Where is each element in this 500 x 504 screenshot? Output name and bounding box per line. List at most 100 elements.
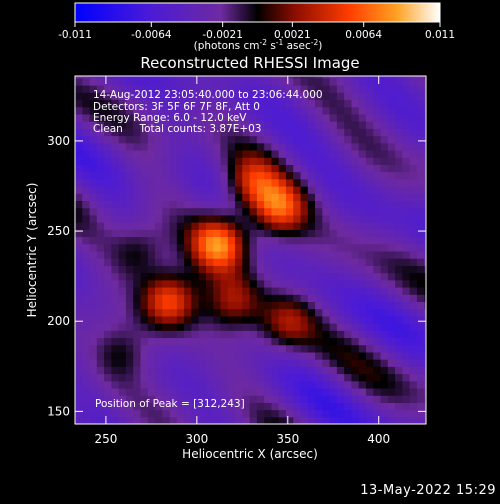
heatmap-cell xyxy=(373,236,382,245)
heatmap-cell xyxy=(380,200,389,209)
heatmap-cell xyxy=(235,222,243,230)
heatmap-cell xyxy=(147,337,156,346)
heatmap-cells xyxy=(75,76,426,424)
heatmap-cell xyxy=(162,409,171,418)
heatmap-cell xyxy=(96,76,105,79)
heatmap-cell xyxy=(249,344,258,353)
heatmap-cell xyxy=(75,323,83,331)
heatmap-cell xyxy=(300,85,309,93)
heatmap-cell xyxy=(147,366,156,375)
heatmap-cell xyxy=(336,121,345,129)
heatmap-cell xyxy=(249,121,258,129)
heatmap-cell xyxy=(191,236,200,245)
heatmap-cell xyxy=(96,200,105,209)
heatmap-cell xyxy=(118,315,127,324)
heatmap-cell xyxy=(358,171,367,180)
heatmap-cell xyxy=(133,279,142,288)
heatmap-cell xyxy=(162,77,171,86)
heatmap-cell xyxy=(285,301,294,310)
heatmap-cell xyxy=(111,330,120,339)
heatmap-cell xyxy=(409,272,418,281)
heatmap-cell xyxy=(344,135,353,144)
heatmap-cell xyxy=(329,106,338,115)
heatmap-cell xyxy=(365,359,374,367)
y-tick-label: 150 xyxy=(47,404,70,418)
heatmap-cell xyxy=(307,207,316,216)
y-tick-label: 200 xyxy=(47,314,70,328)
heatmap-cell xyxy=(133,373,142,382)
heatmap-cell xyxy=(365,207,374,216)
heatmap-cell xyxy=(336,76,345,79)
heatmap-cell xyxy=(300,359,309,367)
heatmap-cell xyxy=(125,157,134,165)
y-tick-label: 300 xyxy=(47,134,70,148)
heatmap-cell xyxy=(256,258,265,266)
heatmap-cell xyxy=(162,294,171,302)
heatmap-cell xyxy=(402,99,411,108)
heatmap-cell xyxy=(285,380,294,389)
heatmap-cell xyxy=(162,164,171,173)
heatmap-cell xyxy=(315,128,323,137)
heatmap-cell xyxy=(315,359,323,367)
heatmap-cell xyxy=(387,366,396,375)
heatmap-cell xyxy=(278,416,287,424)
heatmap-cell xyxy=(380,85,389,93)
heatmap-cell xyxy=(278,402,287,411)
heatmap-cell xyxy=(235,142,243,151)
heatmap-cell xyxy=(264,178,273,187)
heatmap-cell xyxy=(118,279,127,288)
heatmap-cell xyxy=(278,222,287,230)
heatmap-cell xyxy=(256,77,265,86)
heatmap-cell xyxy=(278,200,287,209)
heatmap-cell xyxy=(373,128,382,137)
heatmap-cell xyxy=(387,294,396,302)
heatmap-cell xyxy=(184,76,192,79)
heatmap-cell xyxy=(402,344,411,353)
heatmap-cell xyxy=(213,272,222,281)
heatmap-cell xyxy=(133,185,142,194)
heatmap-cell xyxy=(220,366,229,375)
heatmap-cell xyxy=(336,294,345,302)
heatmap-cell xyxy=(235,409,243,418)
heatmap-cell xyxy=(344,272,353,281)
heatmap-cell xyxy=(82,164,91,173)
heatmap-cell xyxy=(380,178,389,187)
heatmap-cell xyxy=(147,279,156,288)
heatmap-cell xyxy=(278,178,287,187)
heatmap-cell xyxy=(111,142,120,151)
heatmap-cell xyxy=(278,99,287,108)
heatmap-cell xyxy=(213,344,222,353)
heatmap-cell xyxy=(373,286,382,295)
heatmap-cell xyxy=(147,171,156,180)
heatmap-cell xyxy=(380,142,389,151)
heatmap-cell xyxy=(285,315,294,324)
heatmap-cell xyxy=(220,77,229,86)
heatmap-cell xyxy=(184,236,192,245)
heatmap-cell xyxy=(96,323,105,331)
heatmap-cell xyxy=(249,286,258,295)
heatmap-cell xyxy=(162,351,171,360)
heatmap-cell xyxy=(205,359,214,367)
heatmap-cell xyxy=(315,149,323,158)
heatmap-cell xyxy=(293,265,302,274)
heatmap-cell xyxy=(351,128,360,137)
heatmap-cell xyxy=(162,222,171,230)
heatmap-cell xyxy=(293,301,302,310)
heatmap-cell xyxy=(104,77,112,86)
heatmap-cell xyxy=(220,387,229,396)
heatmap-cell xyxy=(271,308,280,317)
heatmap-cell xyxy=(365,279,374,288)
heatmap-cell xyxy=(300,279,309,288)
heatmap-cell xyxy=(191,409,200,418)
heatmap-cell xyxy=(416,243,425,252)
heatmap-cell xyxy=(191,243,200,252)
peak-position-label: Position of Peak = [312,243] xyxy=(95,398,245,410)
heatmap-cell xyxy=(322,193,331,202)
heatmap-cell xyxy=(235,76,243,79)
heatmap-cell xyxy=(271,366,280,375)
heatmap-cell xyxy=(140,77,149,86)
heatmap-cell xyxy=(387,286,396,295)
heatmap-cell xyxy=(176,409,185,418)
heatmap-cell xyxy=(96,222,105,230)
heatmap-cell xyxy=(140,395,149,403)
